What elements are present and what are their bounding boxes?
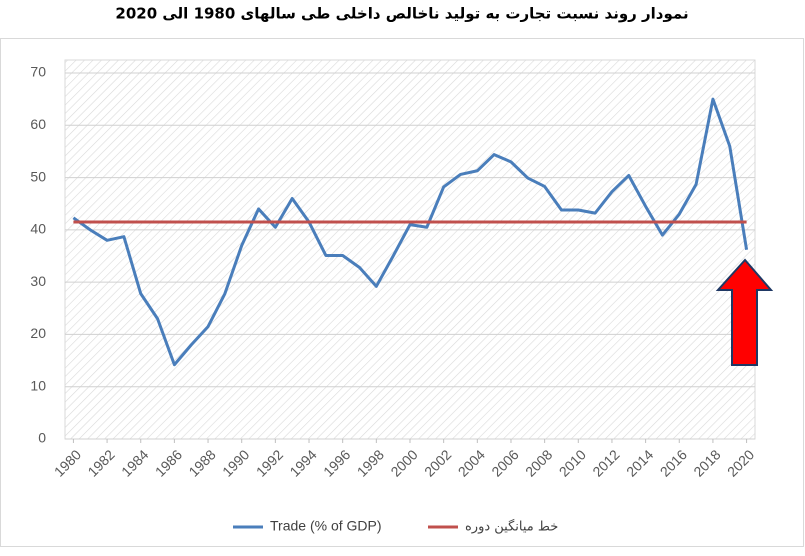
legend-label: خط میانگین دوره — [465, 519, 558, 535]
x-tick-label: 2018 — [690, 446, 723, 479]
series-line — [72, 97, 749, 367]
y-tick-label: 40 — [30, 221, 46, 237]
x-tick-label: 1980 — [51, 446, 84, 479]
x-tick-label: 2014 — [623, 446, 656, 479]
x-tick-label: 1998 — [354, 446, 387, 479]
x-tick-label: 1984 — [118, 446, 151, 479]
plot-area — [64, 59, 756, 440]
chart-border — [0, 38, 804, 547]
annotation-arrow — [715, 258, 774, 366]
x-tick-label: 1986 — [152, 446, 185, 479]
x-tick-label: 2012 — [589, 446, 622, 479]
x-tick-label: 1988 — [185, 446, 218, 479]
x-tick-label: 1994 — [286, 446, 319, 479]
y-tick-label: 20 — [30, 325, 46, 341]
y-tick-label: 70 — [30, 64, 46, 80]
x-tick-label: 1992 — [253, 446, 286, 479]
x-tick-label: 2002 — [421, 446, 454, 479]
x-tick-label: 2000 — [387, 446, 420, 479]
x-tick-label: 2020 — [724, 446, 757, 479]
y-tick-label: 30 — [30, 273, 46, 289]
x-tick-label: 2004 — [455, 446, 488, 479]
x-tick-label: 1982 — [84, 446, 117, 479]
x-tick-label: 2016 — [657, 446, 690, 479]
y-tick-label: 10 — [30, 377, 46, 393]
y-tick-label: 50 — [30, 168, 46, 184]
x-tick-label: 2008 — [522, 446, 555, 479]
x-tick-label: 2006 — [488, 446, 521, 479]
x-tick-label: 2010 — [556, 446, 589, 479]
legend-label: Trade (% of GDP) — [270, 518, 382, 534]
y-tick-label: 60 — [30, 116, 46, 132]
y-tick-label: 0 — [38, 430, 46, 446]
x-tick-label: 1996 — [320, 446, 353, 479]
chart-title: نمودار روند نسبت تجارت به تولید ناخالص د… — [115, 5, 688, 23]
x-tick-label: 1990 — [219, 446, 252, 479]
